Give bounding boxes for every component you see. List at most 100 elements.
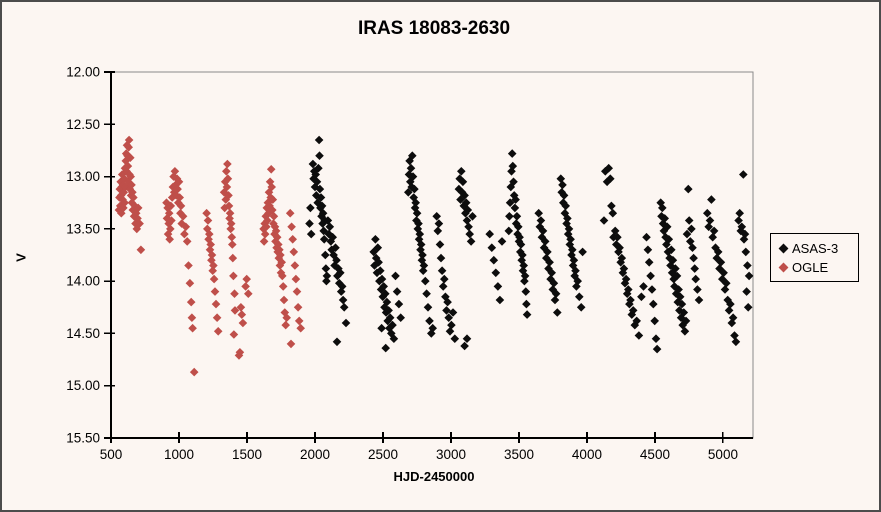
data-point-marker (325, 222, 335, 232)
data-point-marker (599, 216, 609, 225)
data-point-marker (534, 208, 543, 218)
data-point-marker (211, 299, 221, 309)
data-point-marker (637, 292, 646, 302)
data-point-marker (735, 208, 744, 218)
data-point-marker (708, 232, 717, 242)
data-point-marker (322, 276, 331, 286)
data-point-marker (457, 167, 466, 176)
data-point-marker (713, 247, 723, 257)
data-point-marker (262, 203, 272, 213)
data-point-marker (404, 188, 413, 197)
data-point-marker (455, 174, 464, 183)
data-point-marker (743, 303, 753, 312)
data-point-marker (688, 243, 697, 252)
data-point-marker (117, 208, 126, 218)
data-point-marker (260, 229, 270, 239)
data-point-marker (174, 177, 184, 187)
data-point-marker (432, 212, 441, 221)
data-point-marker (680, 327, 690, 336)
data-point-marker (322, 271, 332, 281)
data-point-marker (314, 135, 324, 145)
data-point-marker (332, 255, 341, 265)
data-point-marker (124, 135, 134, 145)
data-point-marker (166, 201, 176, 211)
data-point-marker (228, 253, 238, 263)
data-point-marker (604, 163, 613, 173)
data-point-marker (566, 235, 575, 244)
data-point-marker (731, 337, 741, 347)
data-point-marker (741, 247, 751, 257)
data-point-marker (285, 208, 295, 218)
data-point-marker (510, 203, 520, 213)
data-point-marker (602, 177, 612, 187)
data-point-marker (276, 268, 286, 278)
data-point-marker (189, 367, 199, 377)
data-point-marker (276, 250, 285, 260)
data-point-marker (306, 229, 316, 239)
data-point-marker (416, 240, 426, 249)
data-point-marker (180, 229, 189, 239)
data-point-marker (293, 303, 303, 312)
data-point-marker (485, 229, 494, 239)
data-point-marker (220, 177, 230, 187)
y-tick-label: 15.00 (66, 378, 100, 393)
data-point-marker (448, 308, 458, 317)
data-point-marker (319, 226, 328, 236)
data-point-marker (394, 299, 404, 309)
data-point-marker (310, 167, 319, 176)
data-point-marker (558, 180, 567, 190)
data-point-marker (522, 310, 532, 319)
data-point-marker (241, 282, 250, 291)
data-point-marker (202, 208, 211, 218)
data-point-marker (707, 195, 716, 204)
data-point-marker (670, 282, 679, 291)
data-point-marker (458, 177, 468, 187)
data-point-marker (127, 180, 136, 190)
data-point-marker (377, 323, 386, 333)
data-point-marker (164, 219, 173, 228)
data-point-marker (544, 264, 553, 273)
data-point-marker (505, 212, 514, 221)
data-point-marker (739, 170, 748, 179)
data-point-marker (569, 255, 579, 265)
data-point-marker (186, 297, 196, 307)
data-point-marker (265, 177, 275, 187)
series-asas3-points (305, 135, 754, 354)
data-point-marker (689, 253, 698, 263)
data-point-marker (520, 271, 530, 281)
data-point-marker (294, 316, 304, 326)
data-point-marker (410, 203, 420, 213)
data-point-marker (644, 258, 654, 267)
data-point-marker (419, 261, 429, 270)
data-point-marker (677, 299, 687, 309)
data-point-marker (742, 287, 751, 296)
data-point-marker (726, 299, 735, 309)
data-point-marker (126, 153, 135, 162)
data-point-marker (278, 271, 287, 281)
data-point-marker (551, 289, 561, 298)
data-point-marker (116, 177, 125, 187)
y-tick-label: 13.00 (66, 169, 100, 184)
data-point-marker (668, 255, 678, 265)
data-point-marker (210, 287, 220, 296)
data-point-marker (287, 222, 296, 232)
data-point-marker (684, 216, 694, 225)
data-point-marker (411, 198, 420, 207)
data-point-marker (433, 226, 443, 236)
data-point-marker (545, 258, 554, 267)
data-point-marker (279, 295, 289, 305)
data-point-marker (607, 201, 616, 211)
data-point-marker (267, 182, 276, 192)
data-point-marker (396, 313, 405, 322)
data-point-marker (703, 208, 712, 218)
data-point-marker (205, 229, 214, 239)
data-point-marker (326, 237, 336, 246)
data-point-marker (667, 245, 676, 255)
data-point-marker (651, 334, 661, 343)
data-point-marker (280, 308, 290, 317)
data-point-marker (715, 264, 724, 273)
legend: ASAS-3 OGLE (770, 233, 859, 282)
data-point-marker (203, 224, 212, 234)
data-point-marker (540, 237, 550, 246)
